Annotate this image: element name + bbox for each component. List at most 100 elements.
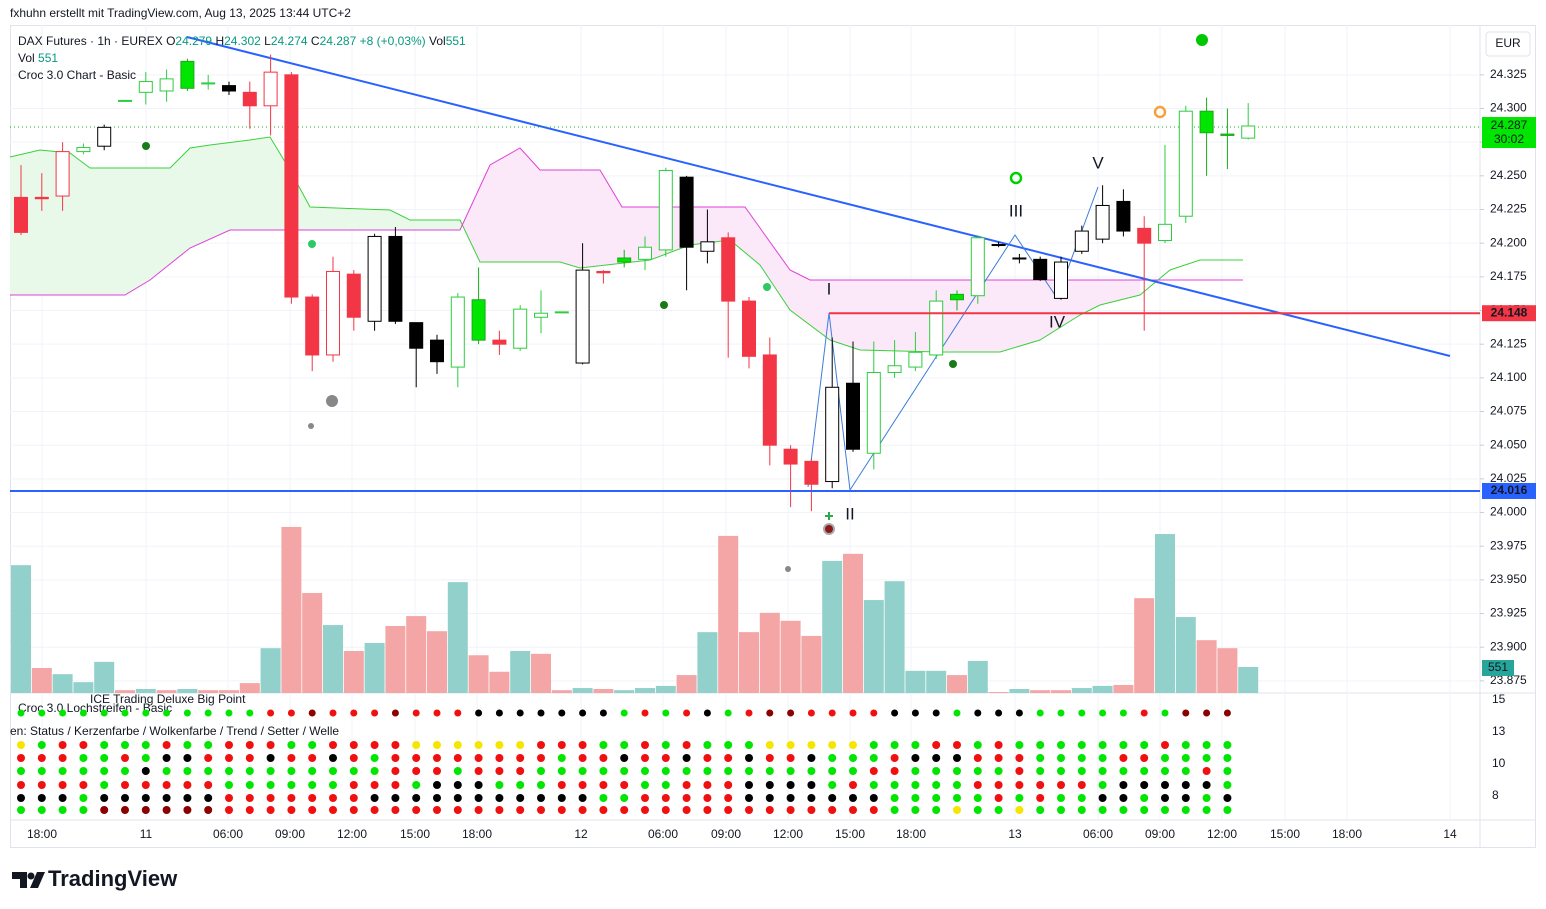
candle-body bbox=[721, 237, 736, 302]
status-dot bbox=[599, 741, 608, 749]
price-axis: 24.32524.30024.27524.25024.22524.20024.1… bbox=[1480, 67, 1536, 687]
status-dot bbox=[683, 709, 691, 717]
volume-bar bbox=[988, 692, 1009, 693]
price-tag bbox=[1482, 482, 1536, 499]
status-dot bbox=[141, 767, 150, 775]
vol-key: Vol bbox=[18, 51, 35, 65]
indicator-axis-label: 15 bbox=[1492, 692, 1506, 706]
status-dot bbox=[807, 741, 816, 749]
volume-bar bbox=[1217, 648, 1238, 693]
candle-body bbox=[1074, 230, 1089, 252]
status-dot bbox=[433, 741, 441, 749]
status-dot bbox=[1077, 781, 1086, 789]
status-dot bbox=[495, 767, 504, 775]
status-dot bbox=[1202, 806, 1211, 814]
status-dot bbox=[786, 806, 795, 814]
status-dot bbox=[661, 741, 670, 749]
status-dot bbox=[1036, 781, 1045, 789]
volume-bar bbox=[177, 688, 198, 693]
y-tick-label: 23.950 bbox=[1490, 572, 1527, 586]
status-dot bbox=[1057, 767, 1065, 775]
ohlc-key: H bbox=[215, 34, 224, 48]
volume-bar bbox=[801, 635, 822, 693]
status-dot bbox=[412, 754, 421, 762]
status-dot bbox=[121, 794, 129, 802]
status-dot bbox=[58, 767, 67, 775]
volume-bar bbox=[676, 675, 697, 693]
currency-button[interactable] bbox=[1485, 31, 1531, 57]
candle-body bbox=[55, 151, 70, 197]
status-dot bbox=[453, 806, 462, 814]
status-dot bbox=[1077, 754, 1086, 762]
candle-body bbox=[1116, 200, 1131, 232]
status-dot bbox=[59, 709, 67, 717]
status-dot bbox=[121, 709, 129, 717]
status-dot bbox=[537, 806, 545, 814]
volume-bar bbox=[822, 560, 843, 693]
status-dot bbox=[537, 781, 545, 789]
status-dot bbox=[245, 741, 254, 749]
status-dot bbox=[641, 781, 649, 789]
status-dot bbox=[828, 754, 837, 762]
status-dot bbox=[1015, 781, 1024, 789]
volume-legend: Vol 551 bbox=[18, 51, 58, 65]
volume-bar bbox=[323, 625, 343, 693]
x-tick-label: 11 bbox=[140, 827, 153, 841]
candle-body bbox=[430, 339, 444, 363]
status-dot bbox=[682, 767, 691, 775]
candle-body bbox=[617, 257, 632, 263]
status-dot bbox=[1140, 794, 1149, 802]
candle-body bbox=[575, 269, 590, 364]
status-dot bbox=[204, 754, 213, 762]
status-dot bbox=[724, 781, 733, 789]
status-dot bbox=[828, 741, 837, 749]
status-dot bbox=[1098, 794, 1107, 802]
status-dot bbox=[1036, 767, 1045, 775]
candle-body bbox=[180, 60, 195, 89]
status-dot bbox=[183, 754, 192, 762]
volume-bar bbox=[281, 526, 302, 693]
status-dot bbox=[329, 709, 337, 717]
status-dot bbox=[932, 781, 941, 789]
status-dot bbox=[682, 806, 691, 814]
status-dot bbox=[1140, 781, 1149, 789]
status-dot bbox=[1077, 741, 1086, 749]
status-dot bbox=[17, 781, 25, 789]
status-dot bbox=[620, 754, 629, 762]
last-price-label: 24.287 bbox=[1491, 118, 1528, 132]
volume-bar bbox=[572, 688, 593, 693]
status-dot bbox=[204, 767, 213, 775]
volume-bar bbox=[468, 655, 489, 693]
x-tick-label: 18:00 bbox=[462, 827, 492, 841]
status-dot bbox=[807, 754, 816, 762]
status-dot bbox=[100, 754, 109, 762]
status-dot bbox=[474, 781, 483, 789]
status-dot bbox=[121, 754, 129, 762]
candle-body bbox=[388, 235, 403, 322]
status-dot bbox=[38, 709, 46, 717]
status-dot bbox=[849, 781, 857, 789]
status-dot bbox=[724, 767, 733, 775]
status-dot bbox=[350, 709, 358, 717]
x-tick-label: 09:00 bbox=[711, 827, 741, 841]
signal-dot bbox=[785, 566, 791, 572]
status-dot bbox=[58, 781, 67, 789]
x-tick-label: 12 bbox=[574, 827, 588, 841]
volume-tag-label: 551 bbox=[1488, 660, 1508, 674]
status-dot bbox=[1181, 741, 1190, 749]
volume-bar bbox=[697, 632, 718, 693]
ohlc-key: O bbox=[166, 34, 175, 48]
status-dot bbox=[1015, 709, 1023, 717]
status-dot bbox=[661, 806, 670, 814]
volume-bar bbox=[115, 690, 135, 693]
indicator-title: ICE Trading Deluxe Big Point bbox=[90, 692, 246, 706]
status-dot bbox=[1119, 781, 1128, 789]
signal-ring bbox=[1153, 105, 1167, 119]
x-tick-label: 15:00 bbox=[1270, 827, 1300, 841]
status-dot bbox=[412, 806, 421, 814]
status-dot bbox=[58, 741, 67, 749]
status-dot bbox=[641, 794, 649, 802]
last-price-tag bbox=[1482, 117, 1536, 149]
currency[interactable]: EUR bbox=[1495, 36, 1521, 50]
status-dot bbox=[266, 767, 275, 775]
